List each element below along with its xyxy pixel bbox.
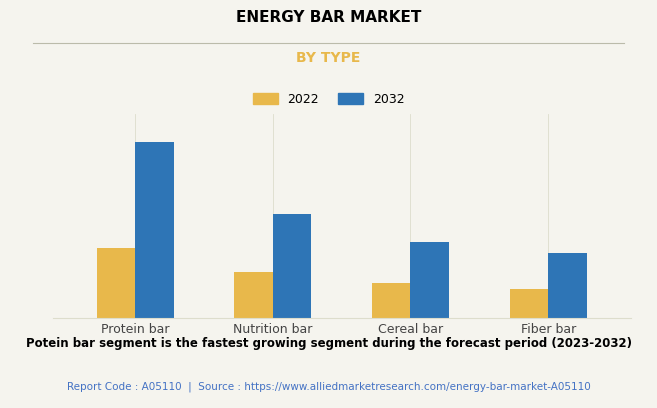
- Bar: [372, 283, 411, 318]
- Bar: [548, 253, 587, 318]
- Bar: [510, 288, 548, 318]
- Bar: [235, 272, 273, 318]
- Text: BY TYPE: BY TYPE: [296, 51, 361, 65]
- Text: Potein bar segment is the fastest growing segment during the forecast period (20: Potein bar segment is the fastest growin…: [26, 337, 631, 350]
- Text: ENERGY BAR MARKET: ENERGY BAR MARKET: [236, 10, 421, 25]
- Bar: [97, 248, 135, 318]
- Bar: [135, 142, 173, 318]
- Text: Report Code : A05110  |  Source : https://www.alliedmarketresearch.com/energy-ba: Report Code : A05110 | Source : https://…: [66, 381, 591, 392]
- Bar: [411, 242, 449, 318]
- Legend: 2022, 2032: 2022, 2032: [248, 88, 409, 111]
- Bar: [273, 214, 311, 318]
